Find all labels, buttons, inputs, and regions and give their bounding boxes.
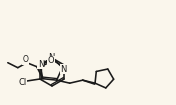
Text: N: N	[48, 52, 54, 62]
Text: O: O	[23, 55, 29, 64]
Text: Cl: Cl	[19, 77, 27, 87]
Text: O: O	[48, 56, 54, 65]
Text: N: N	[60, 65, 67, 74]
Text: N: N	[38, 60, 44, 68]
